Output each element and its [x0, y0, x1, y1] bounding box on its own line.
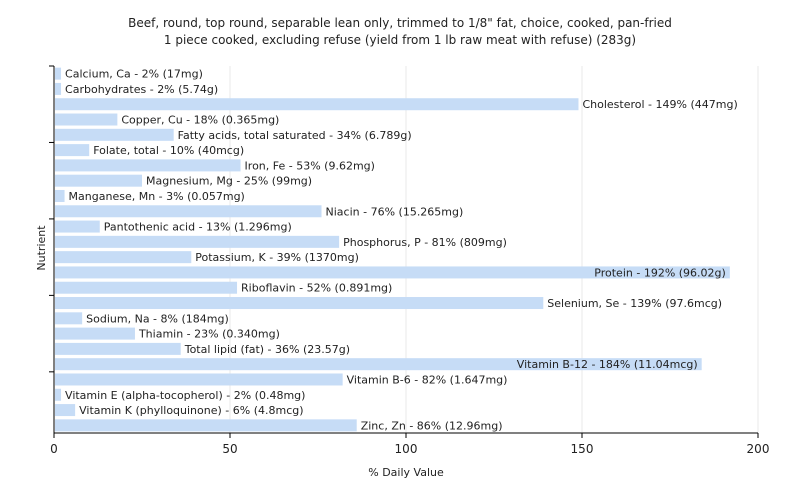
bar-20 [55, 373, 343, 386]
chart-title: Beef, round, top round, separable lean o… [128, 16, 672, 30]
bar-4 [55, 128, 174, 141]
bar-label-19: Vitamin B-12 - 184% (11.04mcg) [517, 358, 698, 371]
bar-14 [55, 281, 238, 294]
bar-label-21: Vitamin E (alpha-tocopherol) - 2% (0.48m… [65, 389, 305, 402]
bar-2 [55, 98, 579, 111]
bar-3 [55, 113, 118, 126]
bars: Calcium, Ca - 2% (17mg) Carbohydrates - 2… [55, 67, 738, 432]
bar-7 [55, 174, 142, 187]
bar-label-8: Manganese, Mn - 3% (0.057mg) [69, 190, 245, 203]
bar-label-7: Magnesium, Mg - 25% (99mg) [146, 175, 312, 188]
bar-21 [55, 388, 62, 401]
bar-6 [55, 159, 241, 172]
bar-label-6: Iron, Fe - 53% (9.62mg) [245, 159, 375, 172]
bar-label-2: Cholesterol - 149% (447mg) [582, 98, 737, 111]
bar-label-14: Riboflavin - 52% (0.891mg) [241, 282, 392, 295]
bar-12 [55, 251, 192, 264]
bar-16 [55, 312, 83, 325]
bar-23 [55, 419, 357, 432]
x-tick-label-50: 50 [222, 442, 237, 456]
grid [229, 66, 759, 433]
bar-0 [55, 67, 62, 80]
bar-label-1: Carbohydrates - 2% (5.74g) [65, 83, 218, 96]
y-axis-title: Nutrient [35, 225, 48, 271]
bar-10 [55, 220, 100, 233]
bar-label-23: Zinc, Zn - 86% (12.96mg) [361, 419, 503, 432]
bar-15 [55, 297, 544, 310]
bar-label-13: Protein - 192% (96.02g) [594, 266, 726, 279]
bar-label-3: Copper, Cu - 18% (0.365mg) [121, 114, 279, 127]
bar-label-9: Niacin - 76% (15.265mg) [326, 205, 464, 218]
axes: 0 50 100 150 200 [49, 65, 770, 456]
bar-label-18: Total lipid (fat) - 36% (23.57g) [184, 343, 350, 356]
bar-label-20: Vitamin B-6 - 82% (1.647mg) [347, 373, 508, 386]
x-tick-label-100: 100 [395, 442, 418, 456]
bar-label-12: Potassium, K - 39% (1370mg) [195, 251, 359, 264]
chart-subtitle: 1 piece cooked, excluding refuse (yield … [163, 33, 637, 47]
bar-13 [55, 266, 730, 279]
bar-label-15: Selenium, Se - 139% (97.6mcg) [547, 297, 722, 310]
bar-label-16: Sodium, Na - 8% (184mg) [86, 312, 229, 325]
x-tick-label-150: 150 [571, 442, 594, 456]
bar-label-11: Phosphorus, P - 81% (809mg) [343, 236, 507, 249]
bar-17 [55, 327, 135, 340]
bar-1 [55, 82, 62, 95]
bar-11 [55, 235, 340, 248]
bar-8 [55, 189, 65, 202]
bar-label-22: Vitamin K (phylloquinone) - 6% (4.8mcg) [79, 404, 303, 417]
bar-22 [55, 404, 76, 417]
x-tick-label-200: 200 [747, 442, 770, 456]
x-tick-label-0: 0 [50, 442, 58, 456]
bar-label-17: Thiamin - 23% (0.340mg) [138, 328, 280, 341]
bar-18 [55, 342, 181, 355]
bar-9 [55, 205, 322, 218]
bar-label-5: Folate, total - 10% (40mcg) [93, 144, 244, 157]
x-axis-title: % Daily Value [368, 466, 444, 479]
bar-19 [55, 358, 702, 371]
bar-5 [55, 144, 90, 157]
bar-label-0: Calcium, Ca - 2% (17mg) [65, 68, 203, 81]
bar-label-10: Pantothenic acid - 13% (1.296mg) [104, 221, 292, 234]
bar-label-4: Fatty acids, total saturated - 34% (6.78… [178, 129, 412, 142]
